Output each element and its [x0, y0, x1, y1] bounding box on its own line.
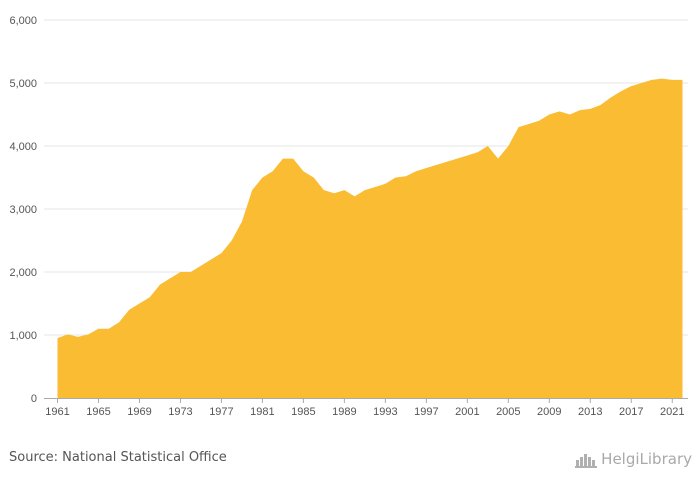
- data-point: [251, 189, 254, 192]
- data-area: [57, 78, 683, 398]
- data-point: [425, 167, 428, 170]
- data-point: [343, 189, 346, 192]
- data-point: [179, 271, 182, 274]
- y-tick-label: 2,000: [9, 267, 37, 279]
- data-point: [128, 308, 131, 311]
- data-point: [681, 78, 684, 81]
- data-point: [210, 258, 213, 261]
- data-point: [261, 176, 264, 179]
- x-tick-label: 1973: [168, 406, 192, 418]
- data-point: [507, 145, 510, 148]
- x-tick-label: 2005: [496, 406, 520, 418]
- x-tick-label: 1997: [414, 406, 438, 418]
- data-point: [548, 113, 551, 116]
- data-point: [138, 302, 141, 305]
- data-point: [527, 122, 530, 125]
- data-point: [240, 220, 243, 223]
- y-tick-label: 4,000: [9, 141, 37, 153]
- data-point: [394, 176, 397, 179]
- x-tick-label: 2017: [619, 406, 643, 418]
- x-tick-label: 2021: [660, 406, 684, 418]
- x-tick-label: 1969: [127, 406, 151, 418]
- data-point: [199, 264, 202, 267]
- brand-logo: HelgiLibrary: [574, 449, 692, 469]
- data-point: [497, 157, 500, 160]
- data-point: [322, 189, 325, 192]
- data-point: [538, 119, 541, 122]
- x-axis: 1961 1965 1969 1973 1977 1981 1985 1989 1993 1997…: [44, 398, 688, 418]
- data-point: [404, 175, 407, 178]
- y-tick-label: 1,000: [9, 330, 37, 342]
- data-point: [97, 327, 100, 330]
- data-point: [435, 163, 438, 166]
- data-point: [620, 90, 623, 93]
- data-point: [456, 157, 459, 160]
- data-point: [107, 327, 110, 330]
- area-chart: 1961 1965 1969 1973 1977 1981 1985 1989 1993 1997…: [9, 15, 688, 418]
- data-point: [609, 96, 612, 99]
- x-tick-label: 1989: [332, 406, 356, 418]
- data-point: [56, 337, 59, 340]
- data-point: [302, 170, 305, 173]
- data-point: [117, 321, 120, 324]
- data-point: [292, 157, 295, 160]
- data-point: [189, 271, 192, 274]
- data-point: [312, 176, 315, 179]
- data-point: [558, 110, 561, 113]
- x-tick-label: 2001: [455, 406, 479, 418]
- data-point: [363, 189, 366, 192]
- x-tick-label: 2013: [578, 406, 602, 418]
- brand-name: HelgiLibrary: [601, 450, 692, 468]
- data-point: [476, 151, 479, 154]
- data-point: [374, 185, 377, 188]
- x-tick-label: 1993: [373, 406, 397, 418]
- data-point: [630, 85, 633, 88]
- data-point: [599, 104, 602, 107]
- x-tick-label: 2009: [537, 406, 561, 418]
- data-point: [568, 113, 571, 116]
- data-point: [220, 252, 223, 255]
- data-point: [158, 283, 161, 286]
- y-tick-label: 0: [31, 393, 37, 405]
- data-point: [281, 157, 284, 160]
- data-point: [415, 170, 418, 173]
- data-point: [589, 107, 592, 110]
- data-point: [353, 195, 356, 198]
- y-tick-label: 6,000: [9, 15, 37, 27]
- data-point: [650, 78, 653, 81]
- data-point: [148, 296, 151, 299]
- data-point: [76, 335, 79, 338]
- y-axis: 0 1,000 2,000 3,000 4,000 5,000 6,000: [9, 15, 37, 405]
- data-point: [466, 154, 469, 157]
- data-point: [169, 277, 172, 280]
- data-point: [384, 182, 387, 185]
- data-point: [579, 109, 582, 112]
- x-tick-label: 1965: [86, 406, 110, 418]
- data-point: [640, 82, 643, 85]
- source-note: Source: National Statistical Office: [9, 450, 227, 465]
- y-tick-label: 3,000: [9, 204, 37, 216]
- data-point: [661, 77, 664, 80]
- x-tick-label: 1981: [250, 406, 274, 418]
- data-point: [271, 170, 274, 173]
- x-tick-label: 1961: [45, 406, 69, 418]
- y-tick-label: 5,000: [9, 78, 37, 90]
- data-point: [230, 239, 233, 242]
- data-point: [671, 78, 674, 81]
- data-area-layer: [56, 77, 684, 398]
- data-point: [333, 192, 336, 195]
- data-point: [486, 145, 489, 148]
- data-point: [66, 333, 69, 336]
- data-point: [87, 333, 90, 336]
- x-tick-label: 1977: [209, 406, 233, 418]
- x-tick-label: 1985: [291, 406, 315, 418]
- data-point: [445, 160, 448, 163]
- data-point: [517, 126, 520, 129]
- building-icon: [575, 454, 598, 468]
